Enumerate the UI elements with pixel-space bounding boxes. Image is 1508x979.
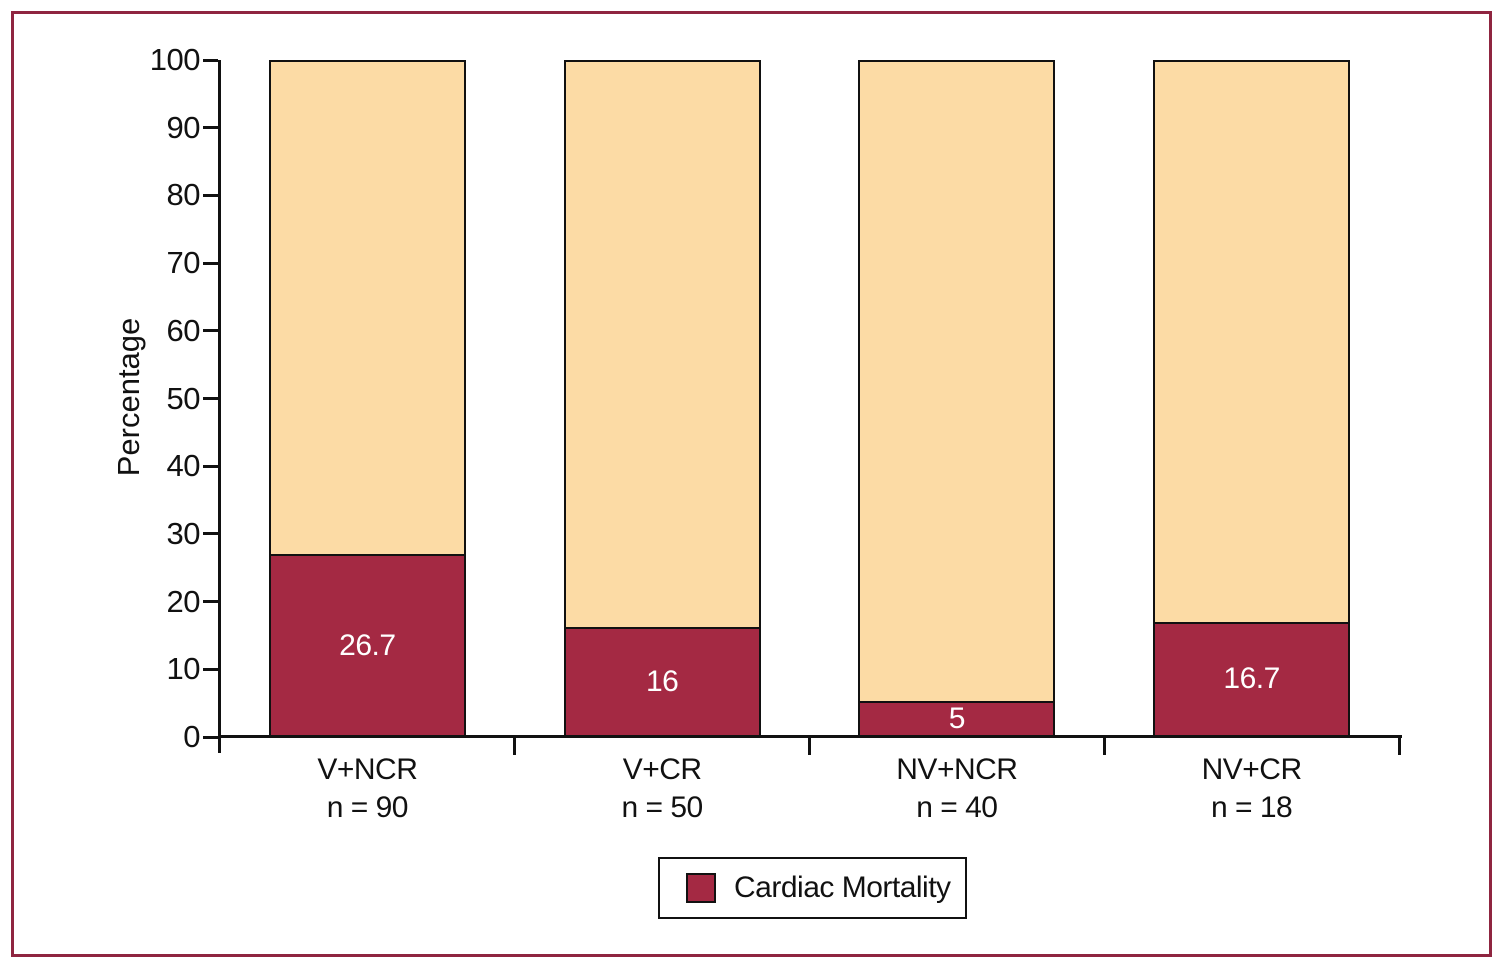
y-tick-label: 20	[166, 583, 201, 619]
category-label-block: NV+NCR n = 40	[810, 751, 1105, 827]
y-tick	[203, 58, 218, 62]
category-sublabel: n = 18	[1211, 791, 1293, 824]
legend-swatch-cardiac-mortality	[686, 873, 716, 903]
y-tick	[203, 667, 218, 671]
y-tick	[203, 735, 218, 739]
y-tick-label: 100	[149, 42, 201, 77]
bar-value-label: 5	[948, 702, 966, 736]
y-tick-label: 40	[166, 448, 201, 484]
y-tick	[203, 532, 218, 536]
y-tick	[203, 600, 218, 604]
category-label: V+NCR	[317, 753, 418, 786]
bar-value-label: 16	[645, 664, 679, 698]
bar-value-label: 26.7	[339, 628, 396, 662]
bar-vplus-ncr: 26.7	[268, 60, 466, 737]
y-tick	[203, 193, 218, 197]
category-label: V+CR	[622, 753, 702, 786]
y-tick	[203, 464, 218, 468]
y-tick	[203, 397, 218, 400]
bar-value-label: 16.7	[1223, 662, 1280, 696]
category-sublabel: n = 90	[326, 791, 409, 824]
y-tick-label: 60	[166, 312, 201, 348]
category-label-block: V+CR n = 50	[515, 751, 810, 827]
y-tick	[203, 261, 218, 265]
x-tick	[808, 735, 811, 755]
y-tick-label: 70	[166, 245, 201, 281]
y-axis-line	[218, 60, 221, 753]
bar-segment-cardiac-mortality: 16	[565, 626, 759, 735]
legend: Cardiac Mortality	[658, 857, 967, 919]
x-tick	[1102, 735, 1106, 755]
bar-vplus-cr: 16	[563, 60, 761, 737]
y-tick-label: 10	[166, 651, 201, 687]
category-label: NV+NCR	[896, 753, 1018, 786]
figure-frame	[11, 11, 1492, 957]
y-tick-label: 90	[166, 109, 201, 145]
y-tick-label: 30	[166, 515, 201, 551]
x-tick	[513, 735, 517, 755]
y-tick	[203, 126, 218, 130]
bar-segment-cardiac-mortality: 16.7	[1155, 621, 1349, 735]
y-tick-label: 50	[166, 380, 201, 416]
bar-segment-cardiac-mortality: 26.7	[270, 554, 464, 735]
y-tick-label: 0	[183, 719, 200, 754]
bar-nvplus-cr: 16.7	[1153, 60, 1351, 737]
y-tick	[203, 329, 218, 333]
bar-segment-cardiac-mortality: 5	[860, 701, 1054, 736]
y-tick-label: 80	[166, 177, 201, 213]
bar-nvplus-ncr: 5	[858, 60, 1056, 737]
x-tick	[1397, 735, 1401, 755]
category-label: NV+CR	[1201, 753, 1303, 786]
category-label-block: V+NCR n = 90	[220, 751, 515, 827]
legend-label: Cardiac Mortality	[734, 871, 951, 904]
category-label-block: NV+CR n = 18	[1104, 751, 1399, 827]
category-sublabel: n = 50	[621, 791, 704, 824]
category-sublabel: n = 40	[916, 791, 998, 824]
